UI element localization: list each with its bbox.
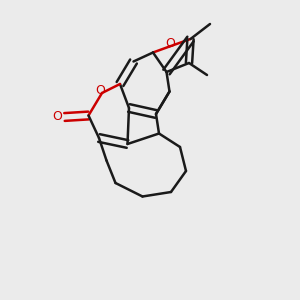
Text: O: O (52, 110, 62, 124)
Text: O: O (96, 84, 105, 97)
Text: O: O (165, 37, 175, 50)
